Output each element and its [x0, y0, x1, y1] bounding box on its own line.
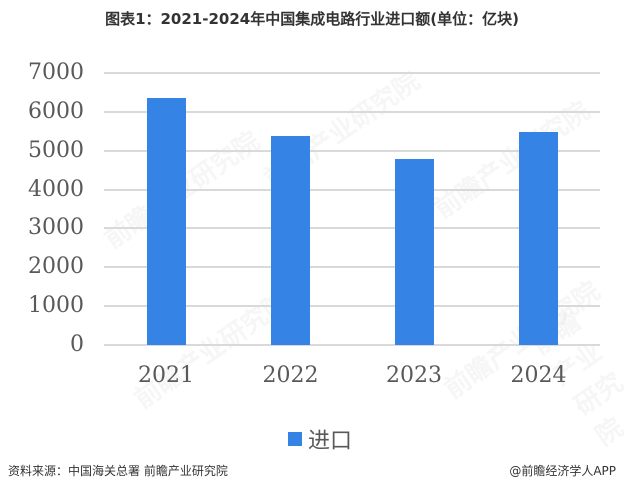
y-tick-label: 7000: [28, 60, 84, 85]
gridline: [104, 149, 600, 152]
brand-text: @前瞻经济学人APP: [509, 464, 616, 478]
legend: 进口: [288, 423, 352, 455]
gridline: [104, 72, 600, 74]
bar-2021: [146, 98, 186, 345]
gridline: [104, 188, 600, 191]
y-tick-label: 5000: [28, 137, 84, 163]
x-tick-label: 2024: [510, 363, 567, 388]
legend-label: 进口: [308, 429, 353, 454]
x-tick-label: 2022: [262, 363, 319, 388]
gridline: [104, 305, 600, 308]
gridline: [104, 266, 600, 269]
bar-2023: [394, 159, 434, 345]
bar-2024: [519, 131, 558, 345]
gridline: [104, 344, 600, 346]
y-tick-label: 1000: [28, 293, 84, 319]
chart-title: 图表1：2021-2024年中国集成电路行业进口额(单位：亿块): [105, 10, 519, 28]
y-tick-label: 2000: [28, 254, 84, 280]
x-tick-label: 2023: [386, 363, 442, 388]
source-text: 资料来源：中国海关总署 前瞻产业研究院: [8, 464, 228, 478]
y-tick-label: 6000: [28, 98, 84, 124]
gridline: [104, 110, 600, 113]
y-tick-label: 3000: [28, 215, 84, 241]
y-tick-label: 0: [70, 332, 84, 357]
legend-swatch-icon: [288, 432, 302, 446]
x-tick-label: 2021: [138, 363, 194, 388]
bar-2022: [271, 135, 310, 345]
y-tick-label: 4000: [28, 176, 84, 202]
gridline: [104, 227, 600, 230]
